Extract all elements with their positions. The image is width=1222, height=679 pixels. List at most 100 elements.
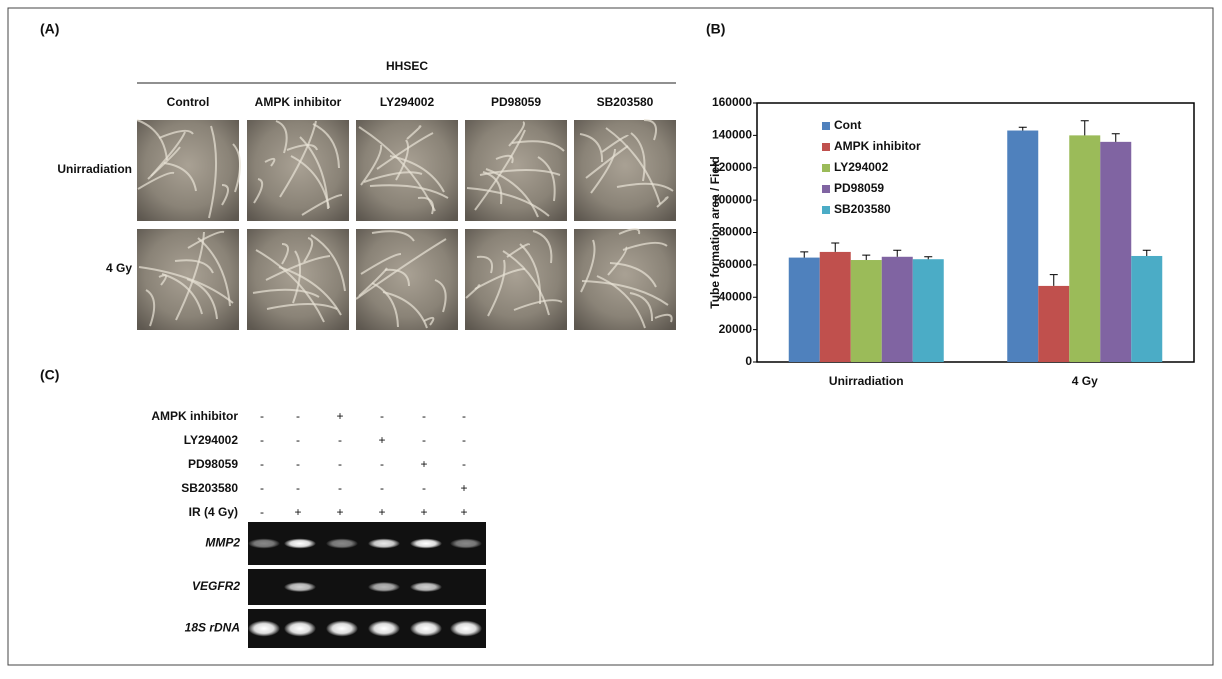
cell-network: [310, 234, 346, 292]
cell-network: [186, 278, 218, 320]
row-label: Unirradiation: [57, 162, 132, 176]
column-label: SB203580: [597, 95, 654, 109]
column-label: LY294002: [380, 95, 435, 109]
cell-network: [265, 255, 331, 281]
cell-network: [466, 187, 550, 217]
legend-swatch: [822, 122, 830, 130]
treatment-sign: +: [460, 481, 467, 495]
cell-network: [596, 275, 646, 329]
error-bar: [862, 254, 871, 261]
cell-network: [137, 171, 175, 190]
gene-label: 18S rDNA: [185, 621, 240, 635]
bar: [1100, 141, 1132, 362]
cell-network: [537, 156, 556, 202]
cell-network: [158, 274, 167, 286]
gel-band: [326, 538, 358, 549]
cell-network: [150, 131, 186, 177]
cell-network: [278, 266, 342, 316]
cell-network: [580, 239, 596, 293]
treatment-sign: +: [294, 505, 301, 519]
cell-network: [252, 288, 320, 298]
column-label: PD98059: [491, 95, 541, 109]
legend-label: Cont: [834, 118, 861, 132]
cell-network: [389, 155, 445, 193]
y-tick-label: 160000: [712, 95, 752, 109]
cell-network: [275, 120, 288, 154]
treatment-sign: -: [260, 409, 264, 423]
micrograph: [574, 120, 676, 221]
micrograph: [574, 229, 676, 330]
error-bar: [800, 251, 809, 258]
gel-band: [284, 538, 316, 549]
treatment-sign: -: [462, 457, 466, 471]
cell-network: [369, 184, 449, 199]
gel-band: [410, 620, 442, 637]
cell-network: [601, 134, 629, 153]
cell-network: [423, 316, 435, 326]
y-tick-label: 20000: [719, 322, 753, 336]
treatment-sign: -: [380, 481, 384, 495]
bar: [881, 256, 913, 362]
cell-network: [358, 267, 388, 297]
gel-band: [450, 538, 482, 549]
treatment-label: IR (4 Gy): [189, 505, 238, 519]
cell-network: [163, 162, 197, 192]
error-bar: [831, 242, 840, 252]
treatment-label: SB203580: [181, 481, 238, 495]
y-tick-label: 0: [745, 354, 752, 368]
cell-network: [279, 120, 317, 198]
y-tick-label: 40000: [719, 289, 753, 303]
treatment-sign: -: [260, 481, 264, 495]
y-tick-label: 100000: [712, 192, 752, 206]
gel-band: [368, 582, 400, 592]
legend-swatch: [822, 164, 830, 172]
cell-network: [221, 184, 229, 206]
gel-band: [368, 620, 400, 637]
figure-frame: [7, 7, 1214, 666]
bar: [1038, 285, 1070, 362]
cell-network: [292, 250, 301, 304]
treatment-sign: -: [422, 409, 426, 423]
panel-label: (C): [40, 367, 59, 383]
treatment-sign: -: [422, 433, 426, 447]
cell-network: [513, 299, 563, 311]
error-bar: [1080, 120, 1089, 136]
cell-network: [656, 196, 669, 208]
legend-label: PD98059: [834, 181, 884, 195]
cell-network: [622, 241, 668, 251]
gel-band: [410, 582, 442, 592]
legend-label: AMPK inhibitor: [834, 139, 921, 153]
error-bar: [924, 256, 933, 260]
treatment-sign: -: [260, 457, 264, 471]
gel-band: [450, 620, 482, 637]
cell-network: [174, 259, 214, 274]
cell-network: [474, 129, 526, 211]
bar: [1131, 255, 1163, 362]
treatment-sign: -: [422, 481, 426, 495]
cell-network: [585, 145, 629, 179]
cell-network: [630, 132, 646, 182]
legend-swatch: [822, 143, 830, 151]
cell-network: [264, 157, 276, 167]
cell-network: [406, 125, 422, 140]
treatment-sign: -: [260, 505, 264, 519]
error-bar: [1018, 126, 1027, 131]
treatment-sign: +: [420, 505, 427, 519]
x-tick-label: Unirradiation: [829, 374, 904, 388]
y-tick-label: 140000: [712, 128, 752, 142]
bar: [912, 259, 944, 362]
gel-band: [284, 582, 316, 592]
treatment-sign: +: [378, 433, 385, 447]
cell-network: [476, 255, 493, 274]
bar: [819, 251, 851, 362]
cell-network: [519, 243, 542, 305]
cell-network: [618, 228, 641, 235]
legend-swatch: [822, 206, 830, 214]
panel-title: HHSEC: [386, 59, 428, 73]
legend-label: LY294002: [834, 160, 889, 174]
cell-network: [303, 237, 314, 263]
bar: [788, 257, 820, 362]
error-bar: [1111, 133, 1120, 142]
x-tick-label: 4 Gy: [1072, 374, 1098, 388]
cell-network: [417, 196, 434, 215]
